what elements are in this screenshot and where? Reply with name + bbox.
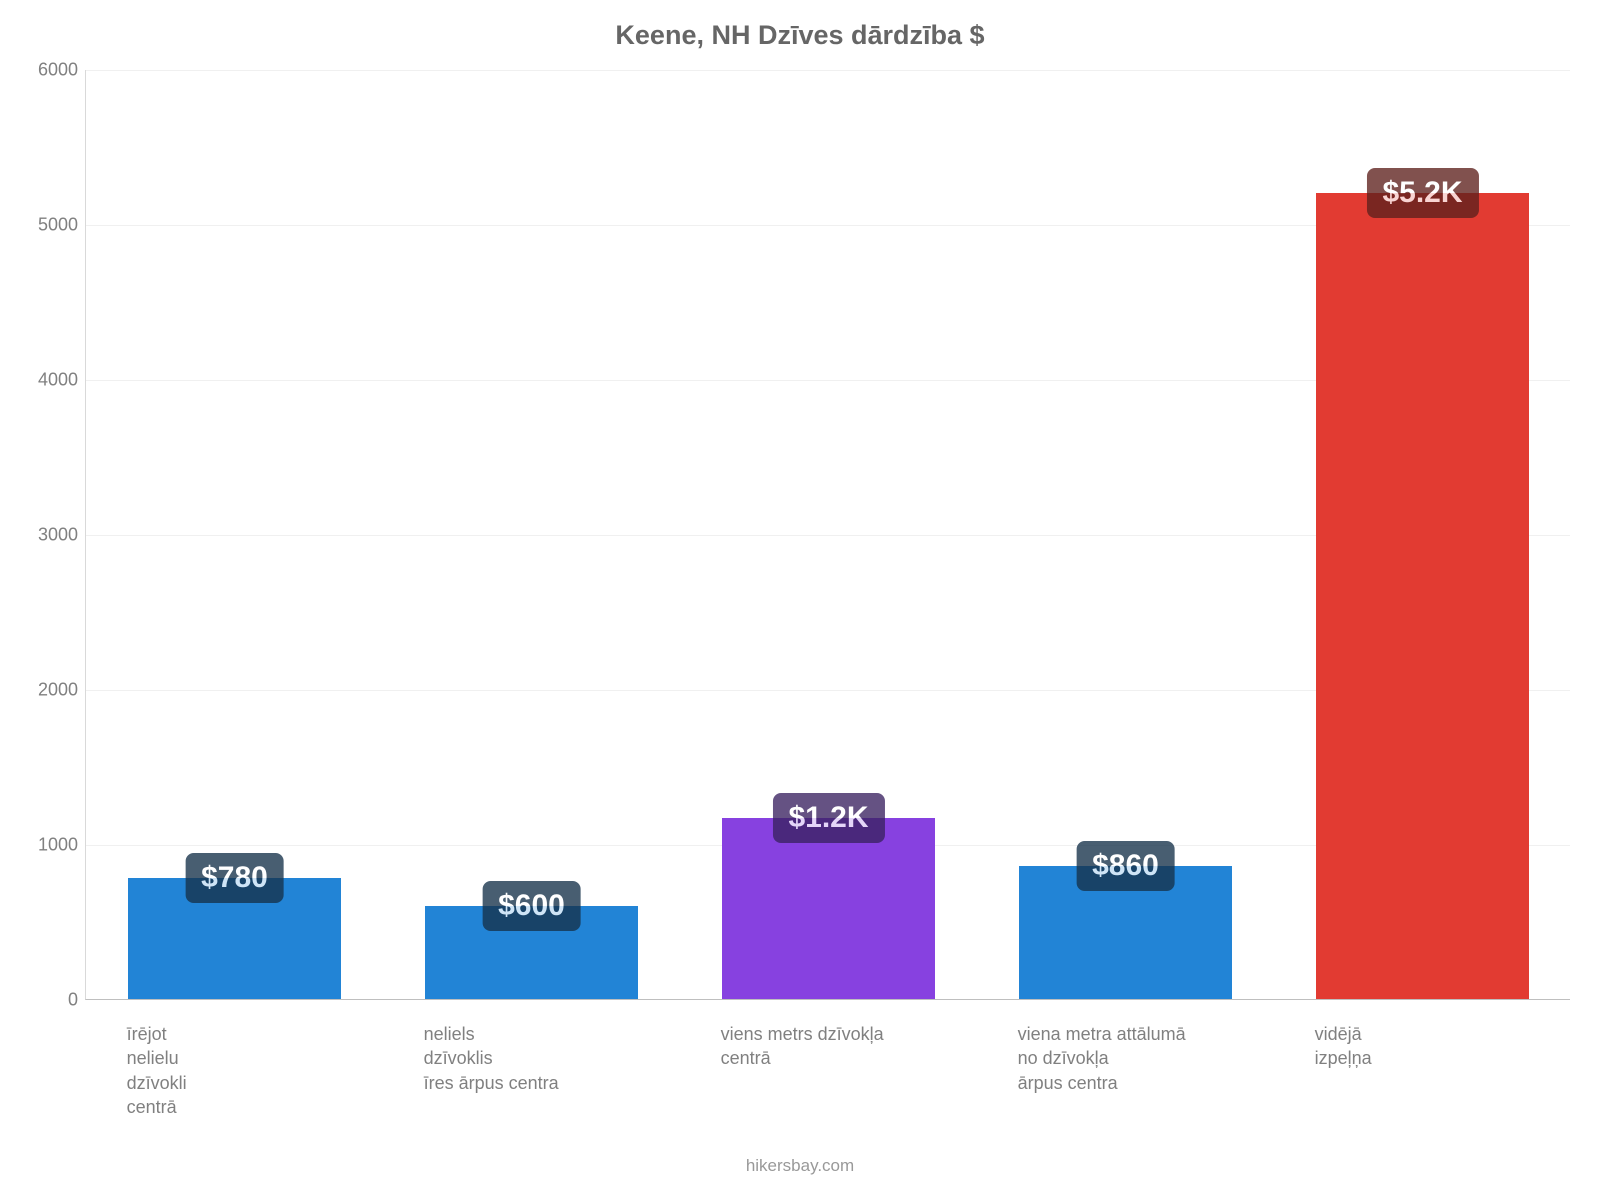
x-tick-label: nelielsdzīvoklisīres ārpus centra — [424, 1022, 638, 1095]
plot-area: $780 $600 $1.2K $860 $5.2K — [85, 70, 1570, 1000]
y-tick-label: 0 — [8, 990, 78, 1011]
gridline — [86, 70, 1570, 71]
y-tick-label: 1000 — [8, 835, 78, 856]
chart-container: Keene, NH Dzīves dārdzība $ $780 $600 $1.2… — [0, 0, 1600, 1200]
value-badge: $5.2K — [1366, 168, 1478, 218]
x-tick-label: viena metra attālumāno dzīvokļaārpus cen… — [1018, 1022, 1232, 1095]
value-badge: $1.2K — [772, 793, 884, 843]
y-tick-label: 3000 — [8, 525, 78, 546]
x-tick-label: īrējotnelieludzīvoklicentrā — [127, 1022, 341, 1119]
value-badge: $600 — [482, 881, 581, 931]
y-tick-label: 6000 — [8, 60, 78, 81]
y-tick-label: 2000 — [8, 680, 78, 701]
value-badge: $780 — [185, 853, 284, 903]
value-badge: $860 — [1076, 841, 1175, 891]
bar — [722, 818, 936, 999]
chart-footer: hikersbay.com — [0, 1156, 1600, 1176]
x-tick-label: viens metrs dzīvokļacentrā — [721, 1022, 935, 1071]
y-tick-label: 4000 — [8, 370, 78, 391]
y-tick-label: 5000 — [8, 215, 78, 236]
x-tick-label: vidējāizpeļņa — [1315, 1022, 1529, 1071]
bar — [1316, 193, 1530, 999]
chart-title: Keene, NH Dzīves dārdzība $ — [0, 20, 1600, 51]
